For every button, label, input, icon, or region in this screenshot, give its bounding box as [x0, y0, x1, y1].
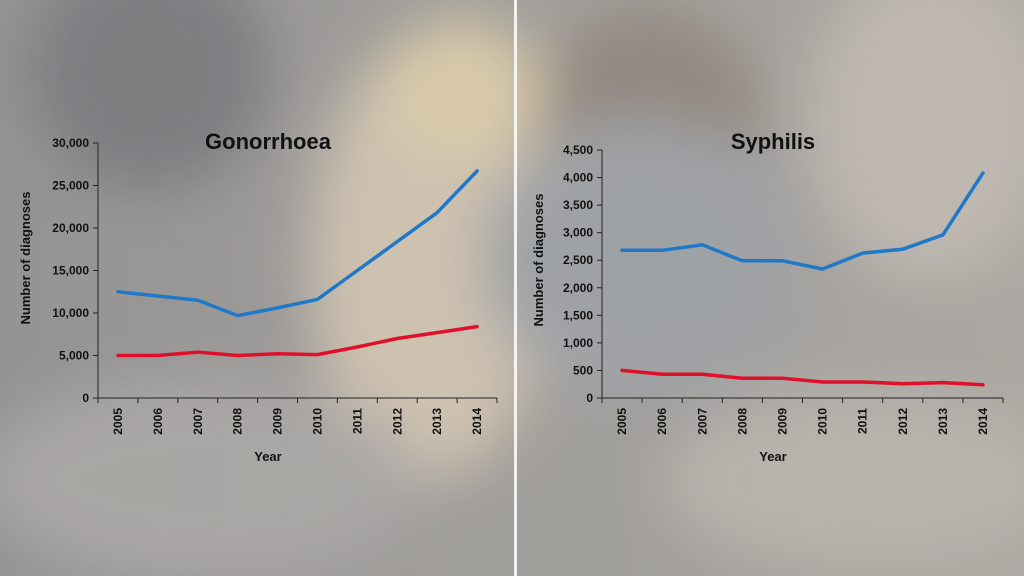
- x-tick-label: 2011: [350, 408, 364, 434]
- x-tick-label: 2011: [856, 408, 870, 434]
- x-tick-label: 2006: [151, 408, 165, 435]
- x-tick-label: 2014: [470, 408, 484, 435]
- y-tick-label: 20,000: [52, 221, 89, 235]
- x-tick-label: 2005: [615, 408, 629, 435]
- x-tick-label: 2012: [896, 408, 910, 435]
- y-tick-label: 2,000: [563, 281, 593, 295]
- x-axis-label: Year: [759, 449, 786, 464]
- x-tick-label: 2009: [271, 408, 285, 435]
- series-line-red: [620, 368, 985, 387]
- y-tick-label: 4,500: [563, 143, 593, 157]
- y-tick-label: 500: [573, 363, 593, 377]
- x-tick-label: 2005: [111, 408, 125, 435]
- y-tick-label: 10,000: [52, 306, 89, 320]
- x-axis-label: Year: [254, 449, 281, 464]
- y-tick-label: 5,000: [59, 349, 89, 363]
- x-tick-label: 2013: [936, 408, 950, 435]
- x-tick-label: 2012: [390, 408, 404, 435]
- gonorrhoea-chart: Gonorrhoea Number of diagnoses Year 0 5,0…: [18, 129, 498, 464]
- chart-title: Syphilis: [731, 129, 815, 154]
- x-tick-label: 2009: [775, 408, 789, 435]
- panel-divider: [514, 0, 517, 576]
- x-tick-label: 2010: [310, 408, 324, 435]
- y-tick-label: 0: [586, 391, 593, 405]
- y-axis-label: Number of diagnoses: [18, 192, 33, 325]
- x-tick-label: 2008: [231, 408, 245, 435]
- y-axis-label: Number of diagnoses: [531, 194, 546, 327]
- y-tick-label: 30,000: [52, 136, 89, 150]
- y-tick-label: 1,500: [563, 308, 593, 322]
- chart-title: Gonorrhoea: [205, 129, 332, 154]
- syphilis-chart: Syphilis Number of diagnoses Year 0 500 1,…: [531, 129, 1004, 464]
- x-tick-label: 2007: [695, 408, 709, 435]
- x-tick-label: 2007: [191, 408, 205, 435]
- x-tick-label: 2010: [816, 408, 830, 435]
- x-tick-label: 2013: [430, 408, 444, 435]
- x-tick-label: 2008: [735, 408, 749, 435]
- y-tick-label: 1,000: [563, 336, 593, 350]
- y-tick-label: 0: [82, 391, 89, 405]
- series-line-red: [116, 324, 479, 358]
- series-line-blue: [620, 171, 985, 271]
- x-tick-label: 2014: [976, 408, 990, 435]
- y-tick-label: 4,000: [563, 171, 593, 185]
- y-tick-label: 2,500: [563, 253, 593, 267]
- y-tick-label: 25,000: [52, 179, 89, 193]
- y-tick-label: 15,000: [52, 264, 89, 278]
- x-tick-label: 2006: [655, 408, 669, 435]
- y-tick-label: 3,000: [563, 226, 593, 240]
- series-line-blue: [116, 169, 479, 318]
- y-tick-label: 3,500: [563, 198, 593, 212]
